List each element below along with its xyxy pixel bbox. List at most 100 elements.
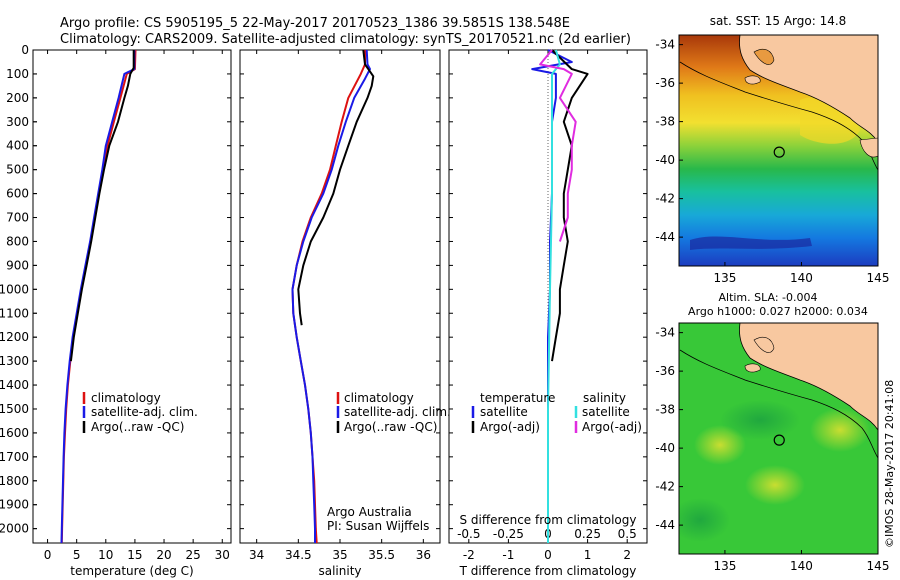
s-diff-tick-label: -0.25 bbox=[493, 527, 524, 541]
map-x-tick-label: 140 bbox=[790, 559, 813, 573]
sla-high-2 bbox=[694, 425, 746, 465]
s-diff-label: S difference from climatology bbox=[460, 513, 637, 527]
sst-cold-streak bbox=[690, 236, 812, 250]
header-line2: Climatology: CARS2009. Satellite-adjuste… bbox=[60, 32, 631, 47]
sla-low-2 bbox=[679, 498, 730, 542]
sla-high-3 bbox=[810, 408, 870, 452]
legend-t-argo-label: Argo(-adj) bbox=[480, 420, 540, 434]
x-tick-label: 20 bbox=[156, 548, 171, 562]
s-diff-tick-label: 0.25 bbox=[574, 527, 601, 541]
temperature-legend: climatology satellite-adj. clim. Argo(..… bbox=[82, 391, 198, 434]
float-owner-label: Argo Australia bbox=[327, 505, 412, 519]
depth-tick-label: 1600 bbox=[0, 426, 29, 440]
x-tick-label: -1 bbox=[502, 548, 514, 562]
sst-map: sat. SST: 15 Argo: 14.8 135 140 145 -34 -36 -… bbox=[655, 14, 889, 285]
depth-tick-label: 1500 bbox=[0, 402, 29, 416]
series-line-climatology bbox=[60, 49, 137, 544]
map-y-tick-label: -40 bbox=[655, 153, 675, 167]
legend-clim-label: climatology bbox=[91, 391, 161, 405]
depth-tick-label: 2000 bbox=[0, 522, 29, 536]
depth-tick-label: 700 bbox=[6, 211, 29, 225]
land-mass bbox=[739, 323, 878, 431]
x-tick-label: 35 bbox=[332, 548, 347, 562]
depth-tick-label: 1800 bbox=[0, 474, 29, 488]
map-y-tick-label: -36 bbox=[655, 364, 675, 378]
x-tick-label: -2 bbox=[463, 548, 475, 562]
difference-legend: temperature salinity satellite Argo(-adj… bbox=[471, 391, 642, 434]
series-line-t-argo-adj- bbox=[551, 49, 589, 362]
legend-argo-label: Argo(..raw -QC) bbox=[91, 420, 184, 434]
salinity-xlabel: salinity bbox=[318, 564, 361, 578]
sst-map-title: sat. SST: 15 Argo: 14.8 bbox=[710, 14, 847, 28]
temperature-panel: 0 5 10 15 20 25 30 temperature (deg C) climato… bbox=[32, 49, 232, 578]
depth-tick-label: 1000 bbox=[0, 282, 29, 296]
map-x-tick-label: 135 bbox=[713, 271, 736, 285]
s-diff-tick-label: -0.5 bbox=[457, 527, 480, 541]
legend-s-sat-label: satellite bbox=[582, 405, 630, 419]
salinity-x-ticks: 34 34.5 35 35.5 36 bbox=[240, 49, 440, 562]
depth-tick-label: 600 bbox=[6, 187, 29, 201]
x-tick-label: 5 bbox=[73, 548, 81, 562]
depth-tick-label: 500 bbox=[6, 163, 29, 177]
map-x-tick-label: 140 bbox=[790, 271, 813, 285]
sla-map-axes: 135 140 145 -34 -36 -38 -40 -42 -44 bbox=[655, 326, 889, 573]
map-y-tick-label: -38 bbox=[655, 115, 675, 129]
legend-t-sat-label: satellite bbox=[480, 405, 528, 419]
series-line-s-satellite bbox=[547, 49, 561, 543]
depth-tick-label: 400 bbox=[6, 139, 29, 153]
legend-sat-label: satellite-adj. clim. bbox=[91, 405, 198, 419]
pi-label: PI: Susan Wijffels bbox=[327, 519, 429, 533]
series-line-argo-raw-qc- bbox=[69, 50, 135, 362]
series-line-climatology bbox=[291, 50, 366, 544]
salinity-legend: climatology satellite-adj. clim. Argo(..… bbox=[336, 391, 451, 434]
depth-tick-label: 200 bbox=[6, 91, 29, 105]
x-tick-label: 36 bbox=[416, 548, 431, 562]
series-line-s-argo-adj- bbox=[539, 49, 577, 242]
sla-map-subtitle: Argo h1000: 0.027 h2000: 0.034 bbox=[688, 305, 868, 318]
x-tick-label: 30 bbox=[215, 548, 230, 562]
x-tick-label: 0 bbox=[44, 548, 52, 562]
legend-sat-label: satellite-adj. clim. bbox=[344, 405, 451, 419]
x-tick-label: 1 bbox=[584, 548, 592, 562]
map-y-tick-label: -44 bbox=[655, 230, 675, 244]
float-position-marker bbox=[773, 434, 785, 446]
legend-salinity-header: salinity bbox=[583, 391, 626, 405]
depth-tick-label: 1300 bbox=[0, 354, 29, 368]
x-tick-label: 35.5 bbox=[368, 548, 395, 562]
series-line-satellite-adj-clim- bbox=[291, 49, 371, 543]
t-diff-xlabel: T difference from climatology bbox=[459, 564, 637, 578]
depth-axis: 0 100 200 300 400 500 600 700 800 900 1000 1100 1200… bbox=[0, 43, 37, 536]
x-tick-label: 15 bbox=[127, 548, 142, 562]
sst-warm-patch bbox=[800, 97, 860, 144]
salinity-plot-frame bbox=[239, 49, 441, 544]
x-tick-label: 25 bbox=[186, 548, 201, 562]
difference-series bbox=[531, 49, 589, 543]
x-tick-label: 10 bbox=[98, 548, 113, 562]
difference-panel: -2 -1 0 1 2-0.5 -0.25 0 0.25 0.5 S difference fr… bbox=[448, 49, 648, 578]
map-y-tick-label: -42 bbox=[655, 192, 675, 206]
legend-temperature-header: temperature bbox=[480, 391, 555, 405]
map-y-tick-label: -34 bbox=[655, 38, 675, 52]
depth-tick-label: 1700 bbox=[0, 450, 29, 464]
temperature-plot-frame bbox=[32, 49, 232, 544]
temperature-xlabel: temperature (deg C) bbox=[70, 564, 193, 578]
difference-x-ticks: -2 -1 0 1 2-0.5 -0.25 0 0.25 0.5 bbox=[449, 49, 647, 562]
series-line-argo-raw-qc- bbox=[297, 49, 375, 326]
x-tick-label: 2 bbox=[623, 548, 631, 562]
depth-tick-label: 800 bbox=[6, 234, 29, 248]
depth-tick-label: 1400 bbox=[0, 378, 29, 392]
sla-low-1 bbox=[720, 400, 800, 440]
series-line-satellite-adj-clim- bbox=[60, 50, 136, 544]
map-y-tick-label: -42 bbox=[655, 480, 675, 494]
sla-map-frame bbox=[678, 322, 879, 555]
land-mass bbox=[739, 35, 878, 143]
map-x-tick-label: 145 bbox=[867, 559, 890, 573]
map-y-tick-label: -34 bbox=[655, 326, 675, 340]
legend-clim-label: climatology bbox=[344, 391, 414, 405]
sst-map-axes: 135 140 145 -34 -36 -38 -40 -42 -44 bbox=[655, 38, 889, 285]
map-y-tick-label: -36 bbox=[655, 76, 675, 90]
imos-watermark: ©IMOS 28-May-2017 20:41:08 bbox=[883, 380, 896, 548]
legend-s-argo-label: Argo(-adj) bbox=[582, 420, 642, 434]
kangaroo-island bbox=[744, 363, 761, 373]
